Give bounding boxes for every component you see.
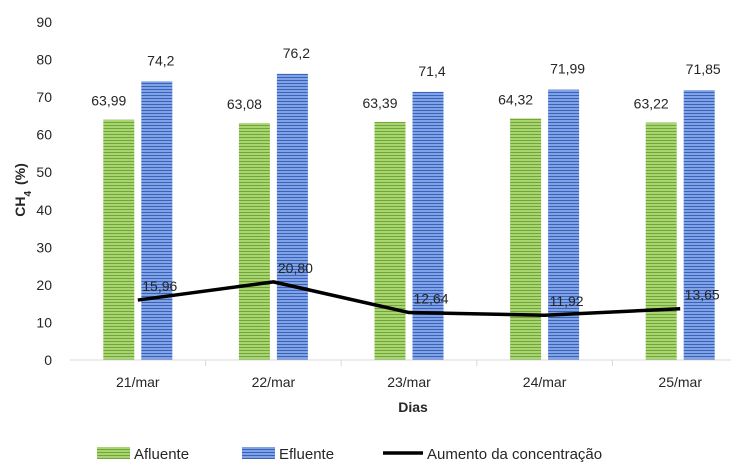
efluente-bar [683,90,715,360]
afluente-data-label: 64,32 [498,91,533,107]
legend-efluente-label: Efluente [279,446,334,463]
afluente-bar [238,123,270,361]
x-tick-label: 24/mar [523,374,567,390]
afluente-bar [103,119,135,360]
efluente-bar [276,73,308,361]
afluente-data-label: 63,08 [227,96,262,112]
afluente-data-label: 63,39 [362,95,397,111]
y-axis-title: CH4(%) [12,163,34,217]
x-tick-label: 23/mar [387,374,431,390]
afluente-bar [645,122,677,360]
afluente-data-label: 63,22 [634,96,669,112]
y-tick-label: 60 [36,127,52,143]
x-tick-label: 25/mar [658,374,702,390]
efluente-data-label: 71,85 [686,61,721,77]
aumento-line [137,280,681,317]
afluente-data-label: 63,99 [91,93,126,109]
y-tick-label: 30 [36,239,52,255]
aumento-data-label: 13,65 [685,287,720,303]
legend-afluente-swatch [97,447,130,459]
legend-aumento-label: Aumento da concentração [427,446,602,463]
y-tick-label: 20 [36,277,52,293]
x-axis-title: Dias [398,399,428,415]
aumento-data-label: 15,96 [142,278,177,294]
y-tick-label: 50 [36,164,52,180]
legend-afluente-label: Afluente [134,446,189,463]
afluente-bar [374,121,406,360]
legend: Afluente Efluente Aumento da concentração [97,446,602,463]
efluente-data-label: 71,99 [550,61,585,77]
y-tick-label: 40 [36,202,52,218]
y-tick-label: 80 [36,52,52,68]
y-tick-label: 90 [36,14,52,30]
legend-efluente-swatch [242,447,275,459]
y-tick-label: 10 [36,314,52,330]
efluente-data-label: 74,2 [147,52,174,68]
aumento-data-label: 12,64 [413,291,448,307]
efluente-data-label: 71,4 [418,63,445,79]
x-tick-label: 21/mar [116,374,160,390]
y-tick-label: 0 [44,352,52,368]
efluente-data-label: 76,2 [283,45,310,61]
efluente-bar [548,89,580,360]
x-tick-label: 22/mar [252,374,296,390]
afluente-bar [510,118,542,361]
aumento-data-label: 20,80 [278,260,313,276]
aumento-data-label: 11,92 [550,293,584,309]
efluente-bar [412,91,444,360]
efluente-bar [141,81,173,361]
y-tick-label: 70 [36,89,52,105]
